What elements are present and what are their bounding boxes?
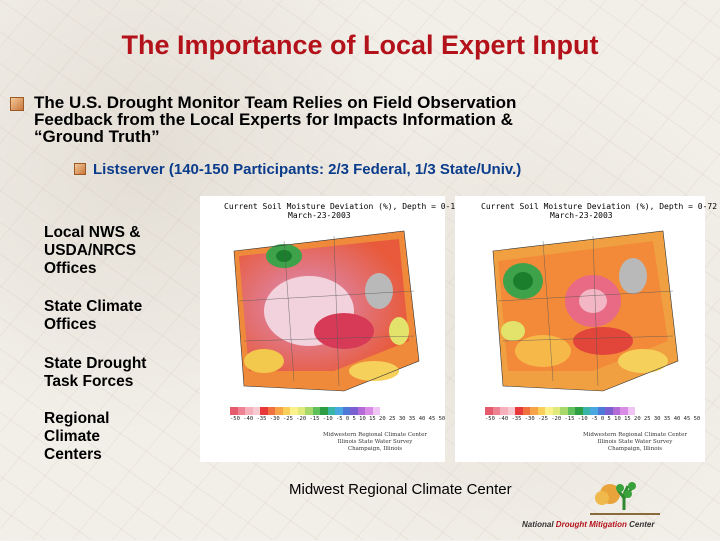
side-item-line: State Climate: [44, 298, 143, 315]
side-item-state-climate: State Climate Offices: [44, 298, 142, 334]
color-scale-labels: -50 -40 -35 -30 -25 -20 -15 -10 -5 0 5 1…: [485, 416, 701, 422]
color-scale-bar: [485, 407, 635, 415]
side-item-line: Offices: [44, 316, 97, 333]
map-title: Current Soil Moisture Deviation (%), Dep…: [224, 202, 461, 211]
map-credit-line: Midwestern Regional Climate Center: [583, 432, 687, 438]
sub-bullet-icon: [74, 163, 86, 175]
side-item-line: Climate: [44, 428, 100, 445]
main-bullet-line: The U.S. Drought Monitor Team Relies on …: [34, 93, 517, 112]
side-item-line: Local NWS &: [44, 224, 141, 241]
soil-moisture-map-deep: Current Soil Moisture Deviation (%), Dep…: [455, 196, 717, 462]
map-credit-line: Midwestern Regional Climate Center: [323, 432, 427, 438]
map-date: March-23-2003: [288, 211, 351, 220]
side-item-line: State Drought: [44, 355, 147, 372]
map-credit-line: Champaign, Illinois: [347, 446, 403, 452]
map-title: Current Soil Moisture Deviation (%), Dep…: [481, 202, 718, 211]
main-bullet-line: Feedback from the Local Experts for Impa…: [34, 110, 513, 129]
tree-icon: [590, 482, 660, 515]
main-bullet-line: “Ground Truth”: [34, 127, 160, 146]
map-credit-line: Illinois State Water Survey: [337, 439, 413, 445]
map-credit: Midwestern Regional Climate Center Illin…: [580, 432, 690, 453]
map-credit: Midwestern Regional Climate Center Illin…: [320, 432, 430, 453]
logo-word: National: [522, 520, 554, 529]
side-item-local-offices: Local NWS & USDA/NRCS Offices: [44, 224, 140, 278]
side-item-task-forces: State Drought Task Forces: [44, 355, 146, 391]
soil-moisture-map-image: [483, 221, 683, 401]
side-item-line: Offices: [44, 260, 97, 277]
side-item-line: Regional: [44, 410, 110, 427]
color-scale-labels: -50 -40 -35 -30 -25 -20 -15 -10 -5 0 5 1…: [230, 416, 446, 422]
logo-word: Drought Mitigation: [555, 520, 627, 529]
map-credit-line: Illinois State Water Survey: [597, 439, 673, 445]
bullet-icon: [10, 97, 24, 111]
map-credit-line: Champaign, Illinois: [607, 446, 663, 452]
figure-caption: Midwest Regional Climate Center: [289, 481, 512, 498]
sub-bullet-text: Listserver (140-150 Participants: 2/3 Fe…: [93, 161, 522, 178]
side-item-line: USDA/NRCS: [44, 242, 137, 259]
logo-text: National Drought Mitigation Center: [522, 520, 654, 529]
side-item-regional-centers: Regional Climate Centers: [44, 410, 109, 464]
soil-moisture-map-image: [224, 221, 424, 401]
side-item-line: Centers: [44, 446, 102, 463]
main-bullet-text: The U.S. Drought Monitor Team Relies on …: [34, 94, 694, 145]
soil-moisture-map-shallow: Current Soil Moisture Deviation (%), Dep…: [200, 196, 460, 462]
logo-word: Center: [629, 520, 655, 529]
side-item-line: Task Forces: [44, 373, 134, 390]
ndmc-logo: National Drought Mitigation Center: [520, 480, 680, 536]
map-date: March-23-2003: [550, 211, 613, 220]
slide-title: The Importance of Local Expert Input: [121, 30, 599, 60]
color-scale-bar: [230, 407, 380, 415]
